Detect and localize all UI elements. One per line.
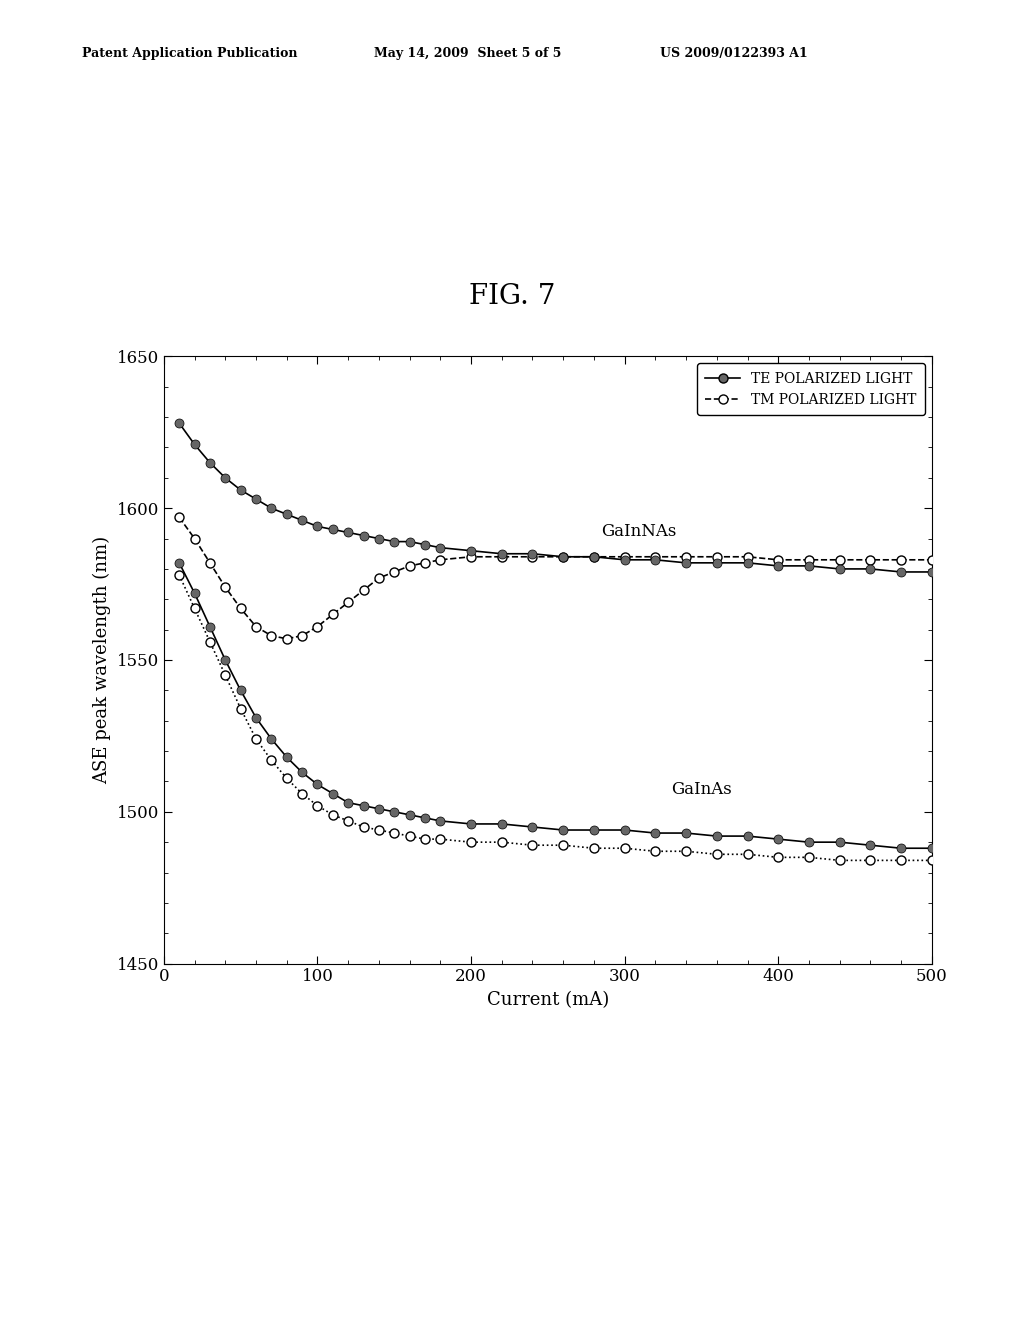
TM POLARIZED LIGHT bbox=[496, 549, 508, 565]
TM POLARIZED LIGHT bbox=[173, 510, 185, 525]
Text: GaInNAs: GaInNAs bbox=[602, 523, 677, 540]
TE POLARIZED LIGHT bbox=[388, 533, 400, 549]
TE POLARIZED LIGHT bbox=[557, 549, 569, 565]
TM POLARIZED LIGHT bbox=[465, 549, 477, 565]
TM POLARIZED LIGHT bbox=[250, 619, 262, 635]
TE POLARIZED LIGHT bbox=[895, 564, 907, 579]
Text: FIG. 7: FIG. 7 bbox=[469, 282, 555, 310]
TE POLARIZED LIGHT bbox=[772, 558, 784, 574]
TE POLARIZED LIGHT bbox=[250, 491, 262, 507]
Line: TE POLARIZED LIGHT: TE POLARIZED LIGHT bbox=[175, 418, 936, 577]
TM POLARIZED LIGHT bbox=[526, 549, 539, 565]
TM POLARIZED LIGHT bbox=[311, 619, 324, 635]
Line: TM POLARIZED LIGHT: TM POLARIZED LIGHT bbox=[175, 512, 936, 643]
TM POLARIZED LIGHT bbox=[557, 549, 569, 565]
X-axis label: Current (mA): Current (mA) bbox=[486, 991, 609, 1008]
Text: Patent Application Publication: Patent Application Publication bbox=[82, 46, 297, 59]
TE POLARIZED LIGHT bbox=[296, 512, 308, 528]
TE POLARIZED LIGHT bbox=[834, 561, 846, 577]
TM POLARIZED LIGHT bbox=[680, 549, 692, 565]
TE POLARIZED LIGHT bbox=[864, 561, 877, 577]
TM POLARIZED LIGHT bbox=[618, 549, 631, 565]
TE POLARIZED LIGHT bbox=[926, 564, 938, 579]
TE POLARIZED LIGHT bbox=[711, 554, 723, 570]
TM POLARIZED LIGHT bbox=[926, 552, 938, 568]
TE POLARIZED LIGHT bbox=[173, 416, 185, 432]
TE POLARIZED LIGHT bbox=[680, 554, 692, 570]
Text: GaInAs: GaInAs bbox=[671, 780, 731, 797]
TM POLARIZED LIGHT bbox=[296, 628, 308, 644]
TM POLARIZED LIGHT bbox=[403, 558, 416, 574]
TE POLARIZED LIGHT bbox=[311, 519, 324, 535]
TE POLARIZED LIGHT bbox=[204, 455, 216, 471]
TM POLARIZED LIGHT bbox=[388, 564, 400, 579]
TE POLARIZED LIGHT bbox=[419, 537, 431, 553]
TM POLARIZED LIGHT bbox=[188, 531, 201, 546]
TE POLARIZED LIGHT bbox=[373, 531, 385, 546]
TE POLARIZED LIGHT bbox=[526, 546, 539, 562]
TE POLARIZED LIGHT bbox=[188, 437, 201, 453]
TE POLARIZED LIGHT bbox=[465, 543, 477, 558]
TE POLARIZED LIGHT bbox=[649, 552, 662, 568]
Y-axis label: ASE peak wavelength (nm): ASE peak wavelength (nm) bbox=[93, 536, 111, 784]
TE POLARIZED LIGHT bbox=[342, 524, 354, 540]
TE POLARIZED LIGHT bbox=[434, 540, 446, 556]
TE POLARIZED LIGHT bbox=[403, 533, 416, 549]
TM POLARIZED LIGHT bbox=[419, 554, 431, 570]
TM POLARIZED LIGHT bbox=[357, 582, 370, 598]
TM POLARIZED LIGHT bbox=[834, 552, 846, 568]
TM POLARIZED LIGHT bbox=[588, 549, 600, 565]
TE POLARIZED LIGHT bbox=[327, 521, 339, 537]
TM POLARIZED LIGHT bbox=[234, 601, 247, 616]
TE POLARIZED LIGHT bbox=[234, 482, 247, 498]
TE POLARIZED LIGHT bbox=[219, 470, 231, 486]
TM POLARIZED LIGHT bbox=[204, 554, 216, 570]
TE POLARIZED LIGHT bbox=[803, 558, 815, 574]
TE POLARIZED LIGHT bbox=[265, 500, 278, 516]
TE POLARIZED LIGHT bbox=[496, 546, 508, 562]
TE POLARIZED LIGHT bbox=[618, 552, 631, 568]
TM POLARIZED LIGHT bbox=[327, 606, 339, 622]
TM POLARIZED LIGHT bbox=[711, 549, 723, 565]
TM POLARIZED LIGHT bbox=[803, 552, 815, 568]
Text: May 14, 2009  Sheet 5 of 5: May 14, 2009 Sheet 5 of 5 bbox=[374, 46, 561, 59]
TE POLARIZED LIGHT bbox=[588, 549, 600, 565]
TM POLARIZED LIGHT bbox=[895, 552, 907, 568]
TM POLARIZED LIGHT bbox=[219, 579, 231, 595]
Legend: TE POLARIZED LIGHT, TM POLARIZED LIGHT: TE POLARIZED LIGHT, TM POLARIZED LIGHT bbox=[697, 363, 925, 414]
TM POLARIZED LIGHT bbox=[434, 552, 446, 568]
TM POLARIZED LIGHT bbox=[649, 549, 662, 565]
TM POLARIZED LIGHT bbox=[772, 552, 784, 568]
TM POLARIZED LIGHT bbox=[741, 549, 754, 565]
TM POLARIZED LIGHT bbox=[373, 570, 385, 586]
Text: US 2009/0122393 A1: US 2009/0122393 A1 bbox=[660, 46, 808, 59]
TE POLARIZED LIGHT bbox=[357, 528, 370, 544]
TM POLARIZED LIGHT bbox=[864, 552, 877, 568]
TM POLARIZED LIGHT bbox=[265, 628, 278, 644]
TM POLARIZED LIGHT bbox=[281, 631, 293, 647]
TE POLARIZED LIGHT bbox=[281, 507, 293, 523]
TE POLARIZED LIGHT bbox=[741, 554, 754, 570]
TM POLARIZED LIGHT bbox=[342, 594, 354, 610]
